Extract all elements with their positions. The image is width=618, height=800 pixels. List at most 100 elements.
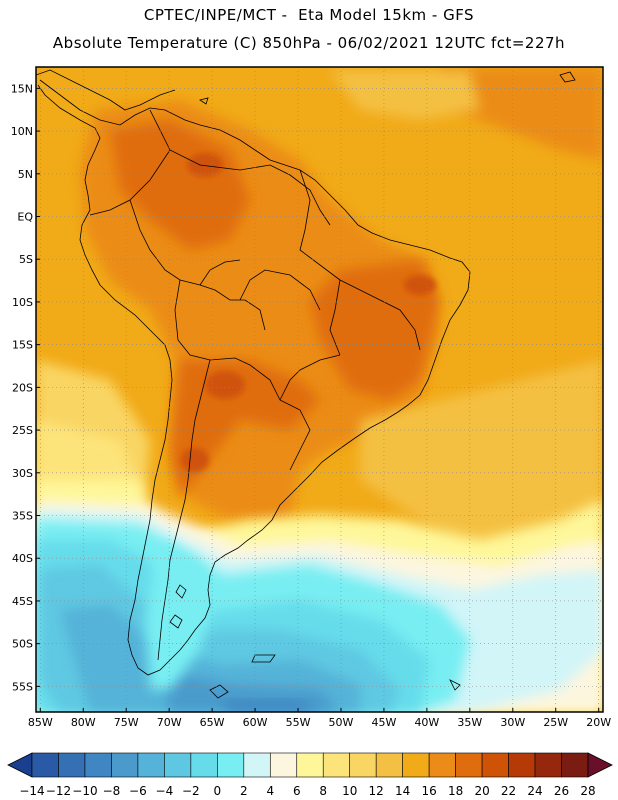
colorbar-swatch — [269, 752, 298, 778]
colorbar-label: −12 — [46, 784, 71, 798]
field-south-neg8-neg6 — [220, 700, 320, 712]
colorbar-swatch — [455, 752, 483, 778]
temperature-field — [36, 67, 603, 712]
field-spot-22-24 — [404, 275, 436, 295]
colorbar-label: 22 — [501, 784, 516, 798]
field-patagonia-2-4 — [145, 540, 215, 690]
lat-tick-label: 10N — [11, 125, 33, 138]
lat-tick-label: 35S — [12, 510, 33, 523]
lat-tick-label: 5N — [18, 168, 33, 181]
central-america-coastline — [36, 69, 176, 111]
colorbar-swatch — [534, 752, 562, 778]
colorbar-swatch — [481, 752, 509, 778]
colorbar-swatch — [84, 752, 112, 778]
colorbar-swatch — [508, 752, 536, 778]
colorbar-label: −8 — [103, 784, 121, 798]
lon-tick-label: 80W — [71, 716, 96, 729]
field-south-neg4-neg2 — [60, 605, 360, 712]
colorbar-label: 12 — [369, 784, 384, 798]
lon-tick-label: 60W — [243, 716, 268, 729]
lon-tick-label: 40W — [414, 716, 439, 729]
field-spot-22-24 — [187, 153, 223, 177]
colorbar-swatch — [190, 752, 218, 778]
colorbar-label: 18 — [448, 784, 463, 798]
map-frame — [35, 66, 604, 713]
colorbar-min-triangle — [7, 752, 33, 778]
field-north-hot-20-22 — [110, 120, 250, 250]
field-spot-22-24 — [205, 371, 245, 399]
lon-tick-label: 45W — [371, 716, 396, 729]
chart-title-line-1: CPTEC/INPE/MCT - Eta Model 15km - GFS — [143, 6, 475, 24]
colorbar-label: 0 — [214, 784, 222, 798]
colorbar-swatch — [137, 752, 165, 778]
lon-tick-label: 75W — [114, 716, 139, 729]
lat-tick-label: 15S — [12, 339, 33, 352]
lat-tick-label: 5S — [19, 253, 33, 266]
colorbar-label: 14 — [395, 784, 410, 798]
lat-tick-label: 45S — [12, 595, 33, 608]
colorbar-swatch — [375, 752, 403, 778]
longitude-axis: 85W 80W 75W 70W 65W 60W 55W 50W 45W 40W 35W 30W 25W 2… — [28, 708, 611, 729]
colorbar-swatch — [322, 752, 351, 778]
colorbar-label: −6 — [129, 784, 147, 798]
lat-tick-label: 55S — [12, 680, 33, 693]
south-america-coastline — [37, 79, 471, 676]
lon-tick-label: 30W — [500, 716, 525, 729]
field-brazil-hot-20-22 — [310, 260, 440, 400]
lon-tick-label: 70W — [157, 716, 182, 729]
chart-title-line-2: Absolute Temperature (C) 850hPa - 06/02/… — [52, 34, 566, 52]
lat-tick-label: 15N — [11, 82, 33, 95]
colorbar-swatch — [111, 752, 139, 778]
field-spot-22-24 — [181, 448, 209, 472]
colorbar-swatch — [428, 752, 456, 778]
colorbar-label: 26 — [554, 784, 569, 798]
lat-tick-label: 30S — [12, 467, 33, 480]
islands — [169, 71, 576, 699]
colorbar-swatch — [31, 752, 59, 778]
lat-tick-label: 10S — [12, 296, 33, 309]
colorbar-swatch — [402, 752, 430, 778]
colorbar-swatch — [217, 752, 245, 778]
colorbar-label: −10 — [72, 784, 97, 798]
country-borders — [89, 109, 421, 661]
colorbar-swatch — [561, 752, 589, 778]
colorbar-label: −2 — [182, 784, 200, 798]
gridlines — [36, 67, 603, 712]
colorbar-swatch — [58, 752, 86, 778]
latitude-axis: 15N 10N 5N EQ 5S 10S 15S 20S 25S 30S 35S 40S 45S 50S 5… — [11, 82, 40, 693]
lon-tick-label: 50W — [329, 716, 354, 729]
lon-tick-label: 65W — [200, 716, 225, 729]
colorbar-labels: −14 −12 −10 −8 −6 −4 −2 0 2 4 6 8 10 12 14 16 18 20 22 24 26… — [19, 784, 595, 798]
colorbar-max-triangle — [587, 752, 613, 778]
colorbar-swatch — [296, 752, 324, 778]
lon-tick-label: 20W — [586, 716, 611, 729]
lon-tick-label: 35W — [457, 716, 482, 729]
coastlines-and-borders — [36, 69, 576, 699]
lat-tick-label: 20S — [12, 381, 33, 394]
field-atlantic-14-16 — [360, 360, 603, 560]
colorbar-swatch — [243, 752, 271, 778]
colorbar-label: 24 — [527, 784, 542, 798]
lat-tick-label: EQ — [17, 211, 33, 224]
lat-tick-label: 40S — [12, 552, 33, 565]
colorbar-label: 20 — [474, 784, 489, 798]
colorbar-label: 6 — [293, 784, 301, 798]
field-north-ocean-14-16 — [330, 70, 480, 120]
lon-tick-label: 25W — [543, 716, 568, 729]
colorbar-label: 4 — [266, 784, 274, 798]
colorbar-swatch — [349, 752, 377, 778]
colorbar-label: 10 — [342, 784, 357, 798]
colorbar-swatch — [164, 752, 192, 778]
colorbar-label: −14 — [19, 784, 44, 798]
field-ne-ocean-18-20 — [440, 67, 603, 160]
colorbar-label: 28 — [580, 784, 595, 798]
lat-tick-label: 50S — [12, 638, 33, 651]
colorbar — [7, 752, 613, 778]
lon-tick-label: 85W — [28, 716, 53, 729]
lat-tick-label: 25S — [12, 424, 33, 437]
colorbar-label: 2 — [240, 784, 248, 798]
lon-tick-label: 55W — [286, 716, 311, 729]
colorbar-label: −4 — [156, 784, 174, 798]
colorbar-label: 8 — [319, 784, 327, 798]
